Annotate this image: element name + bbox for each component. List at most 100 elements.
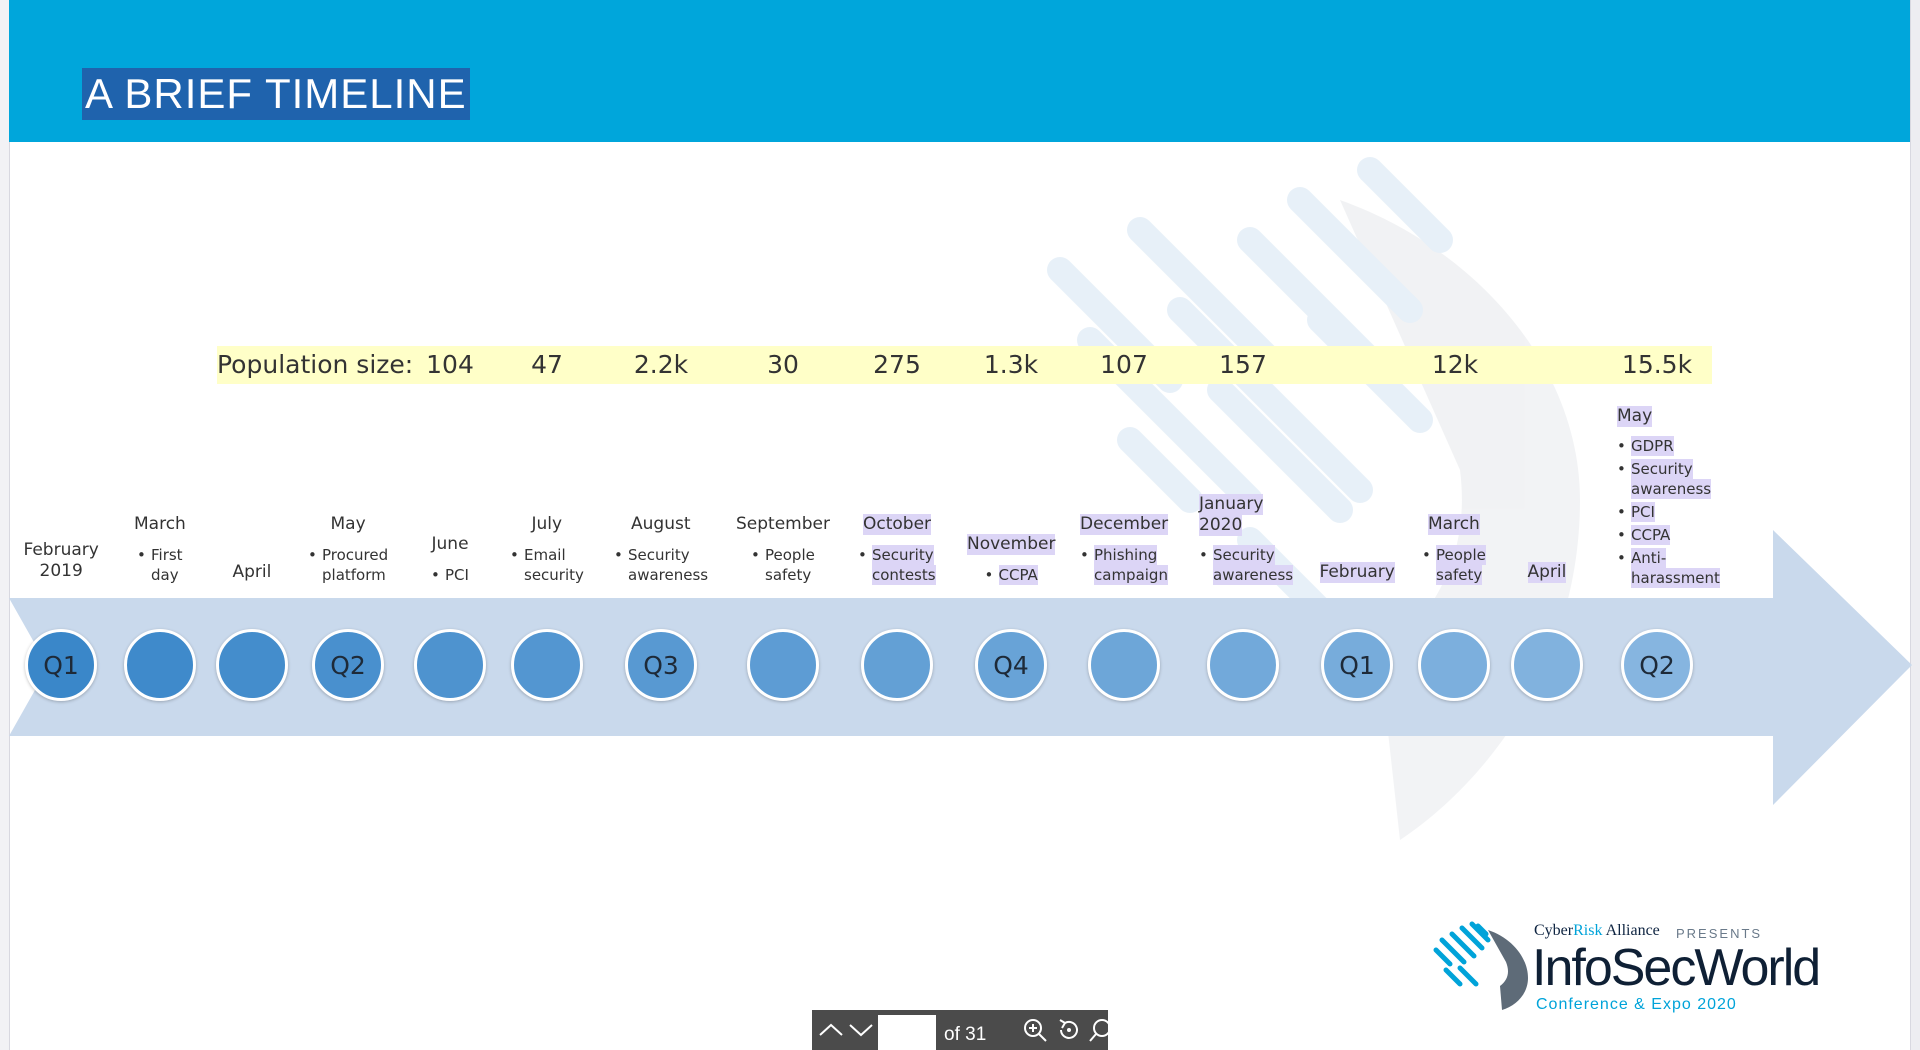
zoom-in-icon [1024, 1019, 1047, 1042]
milestone-item: • People safety [1422, 545, 1486, 585]
presents-text: PRESENTS [1676, 926, 1763, 941]
month-label-line: July [531, 514, 563, 534]
milestone-item: • CCPA [985, 565, 1038, 585]
quarter-marker-q4: Q4 [975, 629, 1047, 701]
month-label-line: May [330, 514, 366, 534]
conference-expo-text: Conference & Expo 2020 [1536, 996, 1737, 1013]
window-edge-right [1910, 0, 1920, 1050]
month-label: August [631, 514, 691, 535]
population-value: 47 [531, 350, 563, 379]
milestone-item-line: awareness [628, 566, 709, 584]
milestone-item: • PCI [431, 565, 469, 585]
bullet-icon: • [1080, 546, 1089, 564]
rotate-icon [1059, 1019, 1078, 1039]
milestone-item-line: Security [1631, 459, 1693, 479]
milestone-item-line: awareness [1631, 479, 1712, 499]
timeline-marker [747, 629, 819, 701]
milestone-item-line: safety [1436, 565, 1483, 585]
milestone-item-line: GDPR [1631, 436, 1674, 456]
milestone-item-line: safety [765, 566, 812, 584]
population-label: Population size: [217, 350, 414, 379]
population-value: 15.5k [1621, 350, 1693, 379]
bullet-icon: • [431, 566, 440, 584]
population-band [217, 346, 1712, 384]
quarter-marker-q2: Q2 [312, 629, 384, 701]
page-number-input[interactable] [878, 1015, 936, 1050]
month-label: April [1527, 562, 1567, 583]
infosecworld-shield-icon [1433, 921, 1528, 1010]
bullet-icon: • [308, 546, 317, 564]
quarter-marker-q1: Q1 [1321, 629, 1393, 701]
rotate-button[interactable] [1054, 1010, 1084, 1050]
population-value: 30 [767, 350, 799, 379]
timeline-marker [511, 629, 583, 701]
milestone-item-line: Security [628, 546, 690, 564]
milestone-item-line: PCI [445, 566, 469, 584]
month-label-line: May [1617, 406, 1653, 427]
month-label-line: 2020 [1199, 515, 1243, 536]
month-label-line: October [863, 514, 932, 535]
previous-page-button[interactable] [816, 1010, 846, 1050]
search-button[interactable] [1086, 1010, 1116, 1050]
month-label-line: March [134, 514, 186, 534]
milestone-item-line: Security [1213, 545, 1275, 565]
slide-title: A BRIEF TIMELINE [82, 68, 470, 120]
month-label: February [1319, 562, 1395, 583]
month-label: November [967, 534, 1056, 555]
month-label-line: April [232, 562, 272, 582]
milestone-item: • Email security [510, 545, 584, 585]
milestone-item-line: security [524, 566, 584, 584]
month-label-line: 2019 [39, 561, 83, 581]
bullet-icon: • [137, 546, 146, 564]
timeline-marker [414, 629, 486, 701]
milestone-item-line: Anti- [1631, 548, 1667, 568]
month-label: February 2019 [24, 540, 99, 582]
milestone-item-line: CCPA [998, 565, 1038, 585]
month-label-line: April [1527, 562, 1567, 583]
milestone-item-line: PCI [1631, 502, 1655, 522]
zoom-in-button[interactable] [1020, 1010, 1050, 1050]
timeline-marker [1511, 629, 1583, 701]
milestone-item-line: awareness [1213, 565, 1294, 585]
timeline-marker [124, 629, 196, 701]
milestone-item: • GDPR [1617, 436, 1674, 456]
population-value: 275 [873, 350, 921, 379]
month-label: May [331, 514, 366, 535]
milestone-item-line: CCPA [1631, 525, 1671, 545]
bullet-icon: • [1199, 546, 1208, 564]
timeline-marker [216, 629, 288, 701]
milestone-item-line: Email [524, 546, 566, 564]
month-label: June [432, 534, 469, 555]
bullet-icon: • [510, 546, 519, 564]
milestone-item-line: People [765, 546, 815, 564]
page-total: of 31 [944, 1024, 987, 1045]
bullet-icon: • [1617, 503, 1626, 521]
search-icon [1089, 1019, 1111, 1042]
milestone-item: • Security contests [858, 545, 936, 585]
month-label: July [532, 514, 563, 535]
timeline-marker [1418, 629, 1490, 701]
bullet-icon: • [1617, 526, 1626, 544]
chevron-up-icon [819, 1023, 843, 1036]
milestone-item-line: day [151, 566, 179, 584]
timeline-marker [1088, 629, 1160, 701]
bullet-icon: • [1617, 460, 1626, 478]
month-label: December [1080, 514, 1169, 535]
month-label: September [736, 514, 830, 535]
population-value: 1.3k [983, 350, 1039, 379]
milestone-item: • First day [137, 545, 183, 585]
month-label: April [233, 562, 272, 583]
quarter-marker-q1: Q1 [25, 629, 97, 701]
infosecworld-wordmark: InfoSecWorld [1532, 939, 1821, 997]
month-label-line: September [736, 514, 830, 534]
month-label-line: February [1319, 562, 1395, 583]
infosecworld-logo: CyberRisk Alliance PRESENTS InfoSecWorld… [1430, 918, 1850, 1018]
milestone-item: • Security awareness [1617, 459, 1712, 499]
chevron-down-icon [849, 1024, 873, 1037]
month-label: March [1428, 514, 1480, 535]
timeline-marker [1207, 629, 1279, 701]
next-page-button[interactable] [846, 1010, 876, 1050]
bullet-icon: • [1617, 549, 1626, 567]
month-label: March [134, 514, 186, 535]
